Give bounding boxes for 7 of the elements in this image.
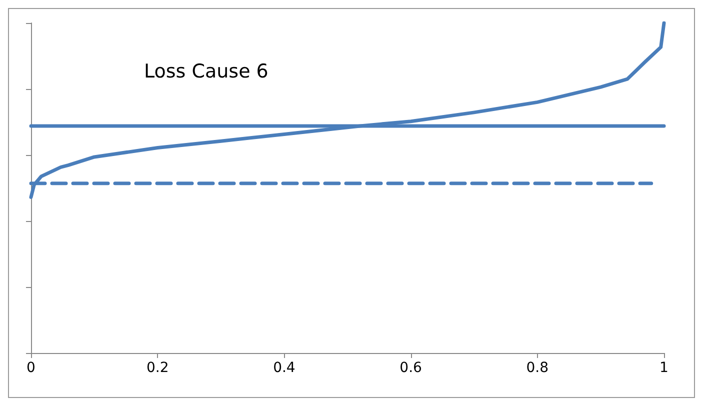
x-tick-label: 0.8 xyxy=(526,360,549,376)
x-tick-label: 0.4 xyxy=(273,360,296,376)
x-tick-label: 0.6 xyxy=(400,360,422,376)
text: Loss Cause 6 xyxy=(144,60,268,82)
x-tick-label: 1 xyxy=(660,360,668,376)
x-tick-label: 0 xyxy=(26,360,36,376)
x-tick-label: 0.2 xyxy=(146,360,169,376)
